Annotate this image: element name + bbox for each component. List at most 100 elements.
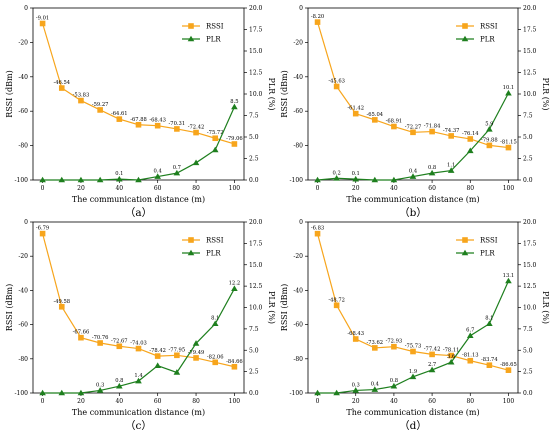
y-right-tick-label: 12.5 (249, 70, 263, 77)
y-right-tick-label: 2.5 (249, 369, 259, 376)
x-axis-title: The communication distance (m) (346, 408, 479, 417)
y-right-tick-label: 5.0 (523, 134, 533, 141)
y-left-tick-label: -40 (18, 287, 28, 294)
y-left-tick-label: -20 (293, 39, 303, 46)
y-left-tick-label: 0 (24, 219, 28, 226)
plr-point (154, 173, 161, 179)
rssi-data-label: -70.31 (169, 121, 186, 127)
y-right-tick-label: 0.0 (249, 177, 259, 184)
rssi-data-label: -82.06 (207, 354, 224, 360)
rssi-data-label: -81.13 (462, 353, 479, 359)
x-tick-label: 60 (428, 185, 436, 192)
x-tick-label: 100 (503, 398, 515, 405)
y-right-tick-label: 15.0 (249, 262, 263, 269)
plr-point (211, 320, 219, 327)
legend-label-rssi: RSSI (206, 237, 224, 245)
panel-label: （a） (125, 207, 152, 219)
y-left-tick-label: -60 (18, 108, 28, 115)
plr-data-label: 1.4 (134, 373, 143, 379)
chart-panel-2: 0 20 40 60 80 100 -100 -80 -60 -40 -20 0 0.0 2.5 5.0 7.… (280, 5, 550, 219)
x-tick-label: 40 (390, 185, 398, 192)
rssi-data-label: -86.65 (500, 362, 517, 368)
rssi-point (410, 348, 416, 355)
rssi-point (391, 123, 397, 130)
y-right-tick-label: 10.0 (523, 91, 537, 98)
plr-point (314, 176, 321, 183)
rssi-data-label: -75.73 (405, 343, 422, 349)
rssi-data-label: -67.66 (73, 330, 90, 336)
legend-marker-rssi (188, 237, 194, 243)
plr-data-label: 10.1 (503, 85, 515, 91)
plr-point (447, 167, 455, 173)
legend-marker-plr (461, 249, 469, 256)
rssi-data-label: -74.03 (130, 341, 147, 347)
x-tick-label: 40 (390, 398, 398, 405)
y-left-tick-label: -60 (293, 108, 303, 115)
panel-label: （b） (399, 207, 427, 219)
y-left-tick-label: -40 (293, 287, 303, 294)
y-right-tick-label: 10.0 (249, 91, 263, 98)
legend-marker-plr (461, 35, 469, 42)
rssi-point (467, 357, 474, 364)
rssi-data-label: -61.42 (347, 106, 364, 112)
y-right-tick-label: 17.5 (523, 27, 537, 34)
rssi-data-label: -78.11 (443, 348, 460, 354)
plr-data-label: 0.8 (115, 378, 123, 384)
rssi-data-label: -77.95 (169, 347, 186, 353)
plot-frame (307, 221, 519, 394)
legend-marker-plr (187, 249, 195, 256)
panel-label: （d） (399, 420, 427, 432)
rssi-data-label: -71.84 (424, 124, 441, 130)
rssi-point (352, 110, 359, 117)
rssi-data-label: -67.88 (130, 117, 147, 123)
rssi-data-label: -59.27 (92, 102, 109, 108)
x-tick-label: 20 (352, 185, 360, 192)
rssi-point (154, 353, 161, 359)
rssi-point (505, 144, 512, 151)
legend-label-plr: PLR (206, 36, 221, 44)
rssi-point (174, 126, 180, 132)
plr-point (231, 103, 238, 110)
legend-marker-plr (187, 35, 195, 42)
rssi-data-label: -64.61 (111, 111, 128, 117)
plr-point (173, 169, 181, 176)
y-left-tick-label: -100 (15, 177, 29, 184)
rssi-point (333, 83, 340, 90)
rssi-data-label: -49.58 (53, 299, 70, 305)
plr-point (409, 373, 417, 380)
plr-point (135, 176, 142, 183)
y-right-axis-title: PLR (%) (541, 291, 550, 324)
y-left-tick-label: 0 (24, 5, 28, 12)
plr-point (96, 176, 104, 183)
y-right-tick-label: 12.5 (249, 283, 263, 290)
legend-marker-rssi (188, 23, 194, 29)
plr-point (409, 173, 417, 179)
plr-data-label: 0.8 (428, 165, 436, 171)
rssi-point (429, 128, 435, 135)
rssi-data-label: -79.88 (481, 137, 498, 143)
y-right-tick-label: 0.0 (523, 177, 533, 184)
rssi-data-label: -53.83 (73, 93, 90, 99)
rssi-data-label: -72.42 (188, 125, 205, 131)
plr-point (428, 169, 436, 176)
plr-data-label: 3.6 (447, 354, 455, 360)
plr-point (211, 146, 219, 153)
y-right-axis-title: PLR (%) (541, 77, 550, 110)
x-tick-label: 20 (77, 398, 85, 405)
plr-point (116, 175, 123, 182)
x-tick-label: 80 (466, 398, 474, 405)
x-axis-title: The communication distance (m) (72, 408, 205, 417)
y-right-axis-title: PLR (%) (267, 291, 276, 324)
y-right-tick-label: 12.5 (523, 70, 537, 77)
x-tick-label: 80 (466, 185, 474, 192)
plr-data-label: 8.1 (485, 316, 493, 322)
plr-point (333, 174, 340, 181)
x-tick-label: 20 (352, 398, 360, 405)
y-right-tick-label: 2.5 (523, 156, 533, 163)
plr-point (352, 387, 360, 393)
rssi-point (174, 352, 180, 359)
y-left-tick-label: -40 (293, 74, 303, 81)
y-left-tick-label: -20 (293, 253, 303, 260)
plr-point (428, 366, 436, 373)
x-tick-label: 0 (41, 185, 45, 192)
